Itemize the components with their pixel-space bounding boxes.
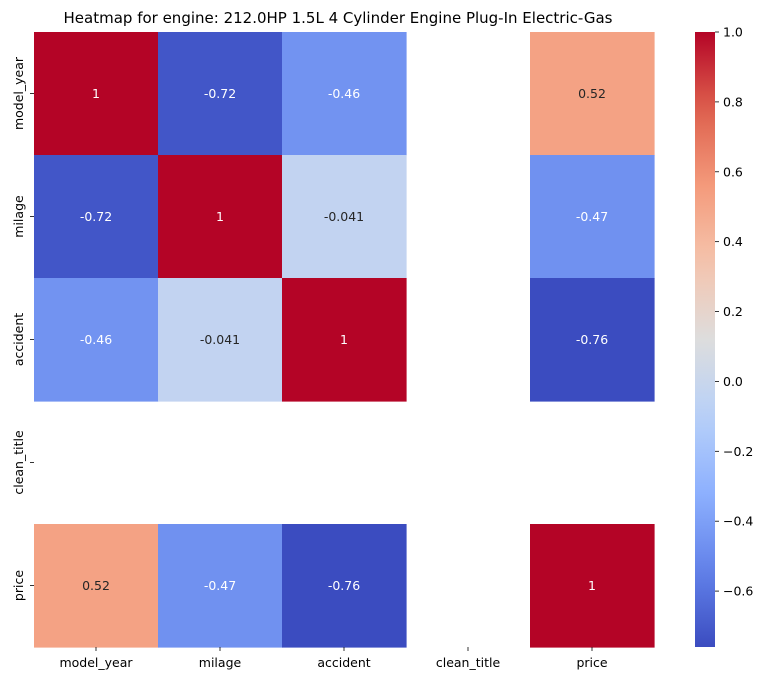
heatmap-cell bbox=[34, 155, 159, 279]
heatmap-cell bbox=[530, 155, 655, 279]
colorbar: 1.0 0.8 0.6 0.4 0.2 0.0 −0.2 −0.4 −0.6 bbox=[695, 25, 753, 647]
cell-annotation: -0.72 bbox=[80, 209, 112, 224]
colorbar-tick-label: −0.4 bbox=[723, 514, 753, 529]
x-tick-label: milage bbox=[199, 655, 242, 670]
y-tick-label: clean_title bbox=[11, 430, 26, 495]
cell-annotation: -0.76 bbox=[328, 578, 360, 593]
cell-annotation: 1 bbox=[340, 332, 348, 347]
heatmap-cell bbox=[530, 32, 655, 156]
heatmap-cell bbox=[34, 524, 159, 648]
heatmap-cell bbox=[158, 32, 283, 156]
colorbar-tick-label: 1.0 bbox=[723, 25, 743, 40]
colorbar-tick-label: 0.4 bbox=[723, 234, 743, 249]
chart-title: Heatmap for engine: 212.0HP 1.5L 4 Cylin… bbox=[64, 9, 613, 27]
colorbar-bar bbox=[695, 32, 715, 647]
cell-annotation: -0.46 bbox=[80, 332, 112, 347]
y-tick-label: accident bbox=[11, 313, 26, 366]
x-tick-label: clean_title bbox=[436, 655, 501, 670]
heatmap-cell bbox=[158, 524, 283, 648]
heatmap-cell bbox=[530, 278, 655, 402]
heatmap-cell bbox=[282, 155, 407, 279]
heatmap-cell-labels: 1 -0.72 -0.46 0.52 -0.72 1 -0.041 -0.47 -0.46 -0.… bbox=[80, 86, 608, 593]
cell-annotation: -0.76 bbox=[576, 332, 608, 347]
cell-annotation: 0.52 bbox=[578, 86, 606, 101]
x-tick-label: price bbox=[576, 655, 607, 670]
heatmap-cell bbox=[282, 524, 407, 648]
heatmap-cell bbox=[158, 155, 283, 279]
cell-annotation: -0.041 bbox=[324, 209, 364, 224]
heatmap-cell bbox=[282, 32, 407, 156]
y-tick-label: model_year bbox=[11, 56, 26, 130]
colorbar-tick-label: 0.6 bbox=[723, 164, 743, 179]
heatmap-cell bbox=[34, 278, 159, 402]
cell-annotation: 1 bbox=[588, 578, 596, 593]
x-axis: model_year milage accident clean_title price bbox=[59, 647, 608, 670]
x-tick-label: model_year bbox=[59, 655, 133, 670]
cell-annotation: -0.46 bbox=[328, 86, 360, 101]
heatmap-cell bbox=[282, 278, 407, 402]
y-tick-label: milage bbox=[11, 195, 26, 238]
colorbar-tick-label: −0.6 bbox=[723, 584, 753, 599]
cell-annotation: 1 bbox=[216, 209, 224, 224]
colorbar-tick-label: 0.2 bbox=[723, 304, 743, 319]
cell-annotation: -0.47 bbox=[204, 578, 236, 593]
heatmap-cell bbox=[530, 524, 655, 648]
y-tick-label: price bbox=[11, 570, 26, 601]
cell-annotation: -0.47 bbox=[576, 209, 608, 224]
cell-annotation: -0.041 bbox=[200, 332, 240, 347]
cell-annotation: -0.72 bbox=[204, 86, 236, 101]
colorbar-tick-label: 0.8 bbox=[723, 94, 743, 109]
colorbar-tick-label: −0.2 bbox=[723, 444, 753, 459]
cell-annotation: 1 bbox=[92, 86, 100, 101]
x-tick-label: accident bbox=[317, 655, 370, 670]
heatmap-cells bbox=[34, 32, 655, 648]
heatmap-cell bbox=[34, 32, 159, 156]
heatmap-cell bbox=[158, 278, 283, 402]
colorbar-tick-label: 0.0 bbox=[723, 374, 743, 389]
cell-annotation: 0.52 bbox=[82, 578, 110, 593]
